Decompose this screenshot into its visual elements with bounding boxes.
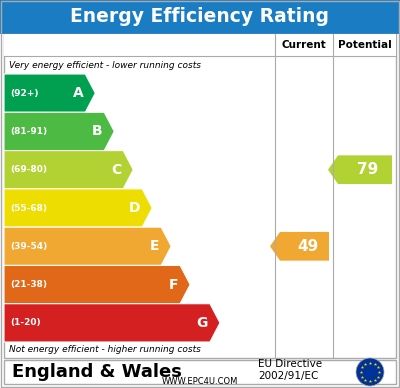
- Text: 79: 79: [357, 162, 379, 177]
- Circle shape: [356, 358, 384, 386]
- Text: (92+): (92+): [10, 88, 38, 98]
- Text: (21-38): (21-38): [10, 280, 47, 289]
- Bar: [4, 360, 396, 384]
- Text: WWW.EPC4U.COM: WWW.EPC4U.COM: [162, 378, 238, 386]
- Text: Energy Efficiency Rating: Energy Efficiency Rating: [70, 7, 330, 26]
- Bar: [4, 34, 396, 358]
- Polygon shape: [4, 112, 114, 151]
- Text: (69-80): (69-80): [10, 165, 47, 174]
- Bar: [4, 34, 396, 56]
- Text: EU Directive
2002/91/EC: EU Directive 2002/91/EC: [258, 359, 322, 381]
- Polygon shape: [4, 304, 220, 342]
- Text: Potential: Potential: [338, 40, 391, 50]
- Polygon shape: [4, 227, 171, 265]
- Text: E: E: [150, 239, 159, 253]
- Bar: [0, 0, 400, 34]
- Text: D: D: [129, 201, 140, 215]
- Polygon shape: [270, 232, 329, 261]
- Text: Very energy efficient - lower running costs: Very energy efficient - lower running co…: [9, 61, 201, 69]
- Polygon shape: [4, 151, 133, 189]
- Text: Current: Current: [282, 40, 326, 50]
- Text: F: F: [169, 277, 178, 291]
- Text: England & Wales: England & Wales: [12, 363, 182, 381]
- Text: (55-68): (55-68): [10, 203, 47, 213]
- Polygon shape: [328, 155, 392, 184]
- Polygon shape: [4, 74, 95, 112]
- Polygon shape: [4, 189, 152, 227]
- Text: A: A: [72, 86, 83, 100]
- Text: Not energy efficient - higher running costs: Not energy efficient - higher running co…: [9, 345, 201, 355]
- Text: 49: 49: [297, 239, 318, 254]
- Polygon shape: [4, 265, 190, 304]
- Text: C: C: [111, 163, 121, 177]
- Text: (1-20): (1-20): [10, 319, 41, 327]
- Text: G: G: [196, 316, 208, 330]
- Text: B: B: [92, 125, 102, 139]
- Text: (39-54): (39-54): [10, 242, 47, 251]
- Text: (81-91): (81-91): [10, 127, 47, 136]
